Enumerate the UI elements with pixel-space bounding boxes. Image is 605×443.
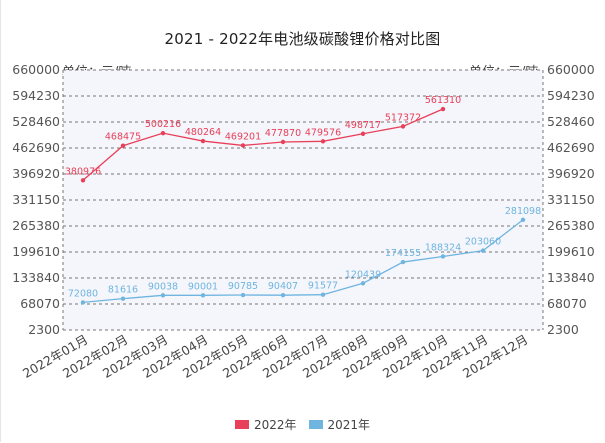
y-tick-right: 528460 — [547, 114, 595, 129]
data-label: 91577 — [308, 281, 338, 292]
legend-label-2022: 2022年 — [253, 418, 297, 432]
data-label: 498717 — [345, 120, 381, 131]
data-point — [360, 281, 366, 286]
data-point — [160, 130, 166, 136]
data-label: 120439 — [345, 269, 381, 280]
data-point — [280, 139, 286, 145]
data-label: 72080 — [68, 288, 98, 299]
legend-label-2021: 2021年 — [327, 418, 371, 432]
data-label: 90001 — [188, 281, 218, 292]
y-tick-left: 2300 — [28, 322, 60, 337]
data-point — [160, 293, 166, 298]
data-point — [80, 300, 86, 305]
data-label: 90785 — [228, 281, 258, 292]
data-point — [120, 143, 126, 148]
y-tick-left: 462690 — [12, 140, 60, 155]
legend-item-2021[interactable]: 2021年 — [308, 416, 371, 433]
y-tick-right: 660000 — [547, 62, 595, 77]
y-tick-left: 133840 — [12, 270, 60, 285]
data-point — [240, 292, 246, 298]
data-point — [320, 139, 326, 144]
y-tick-left: 396920 — [12, 166, 60, 181]
data-point — [400, 124, 406, 129]
y-tick-right: 594230 — [547, 88, 595, 103]
data-label: 468475 — [105, 132, 141, 143]
data-label: 174155 — [385, 248, 421, 259]
y-tick-right: 265380 — [547, 218, 595, 233]
y-tick-left: 660000 — [12, 62, 60, 77]
legend: 2022年 2021年 — [0, 416, 605, 433]
y-tick-left: 594230 — [12, 88, 60, 103]
data-point — [360, 131, 366, 136]
data-label: 479576 — [305, 127, 341, 138]
legend-item-2022[interactable]: 2022年 — [234, 416, 297, 433]
data-point — [320, 292, 326, 297]
y-tick-right: 331150 — [547, 192, 595, 207]
data-label: 480264 — [185, 127, 221, 138]
data-point — [120, 296, 126, 301]
chart-title: 2021 - 2022年电池级碳酸锂价格对比图 — [164, 30, 441, 48]
data-point — [520, 217, 526, 222]
data-point — [480, 248, 486, 253]
series-line-2022年 — [82, 108, 444, 181]
data-label: 500216 — [145, 119, 181, 130]
series-line-2021年 — [82, 219, 524, 304]
y-tick-right: 462690 — [547, 140, 595, 155]
data-point — [200, 138, 206, 144]
data-label: 81616 — [108, 285, 138, 296]
y-tick-right: 68070 — [547, 296, 587, 311]
data-label: 561310 — [425, 95, 461, 106]
y-tick-left: 528460 — [12, 114, 60, 129]
y-tick-right: 199610 — [547, 244, 595, 259]
legend-swatch-2022 — [234, 420, 249, 429]
data-label: 469201 — [225, 131, 261, 142]
data-point — [240, 143, 246, 148]
y-tick-right: 396920 — [547, 166, 595, 181]
y-tick-left: 68070 — [20, 296, 60, 311]
data-point — [440, 106, 446, 112]
y-tick-right: 2300 — [547, 322, 579, 337]
data-point — [200, 293, 206, 298]
data-label: 380976 — [65, 166, 101, 177]
y-tick-left: 265380 — [12, 218, 60, 233]
data-point — [80, 178, 86, 183]
data-label: 203060 — [465, 237, 501, 248]
data-point — [280, 292, 286, 298]
data-label: 477870 — [265, 128, 301, 139]
data-point — [400, 259, 406, 265]
y-tick-left: 331150 — [12, 192, 60, 207]
data-point — [440, 254, 446, 259]
data-label: 517372 — [385, 112, 421, 123]
data-label: 90038 — [148, 281, 178, 292]
data-label: 188324 — [425, 242, 461, 253]
data-label: 90407 — [268, 281, 298, 292]
y-tick-left: 199610 — [12, 244, 60, 259]
data-label: 281098 — [505, 206, 541, 217]
y-tick-right: 133840 — [547, 270, 595, 285]
legend-swatch-2021 — [308, 420, 323, 429]
